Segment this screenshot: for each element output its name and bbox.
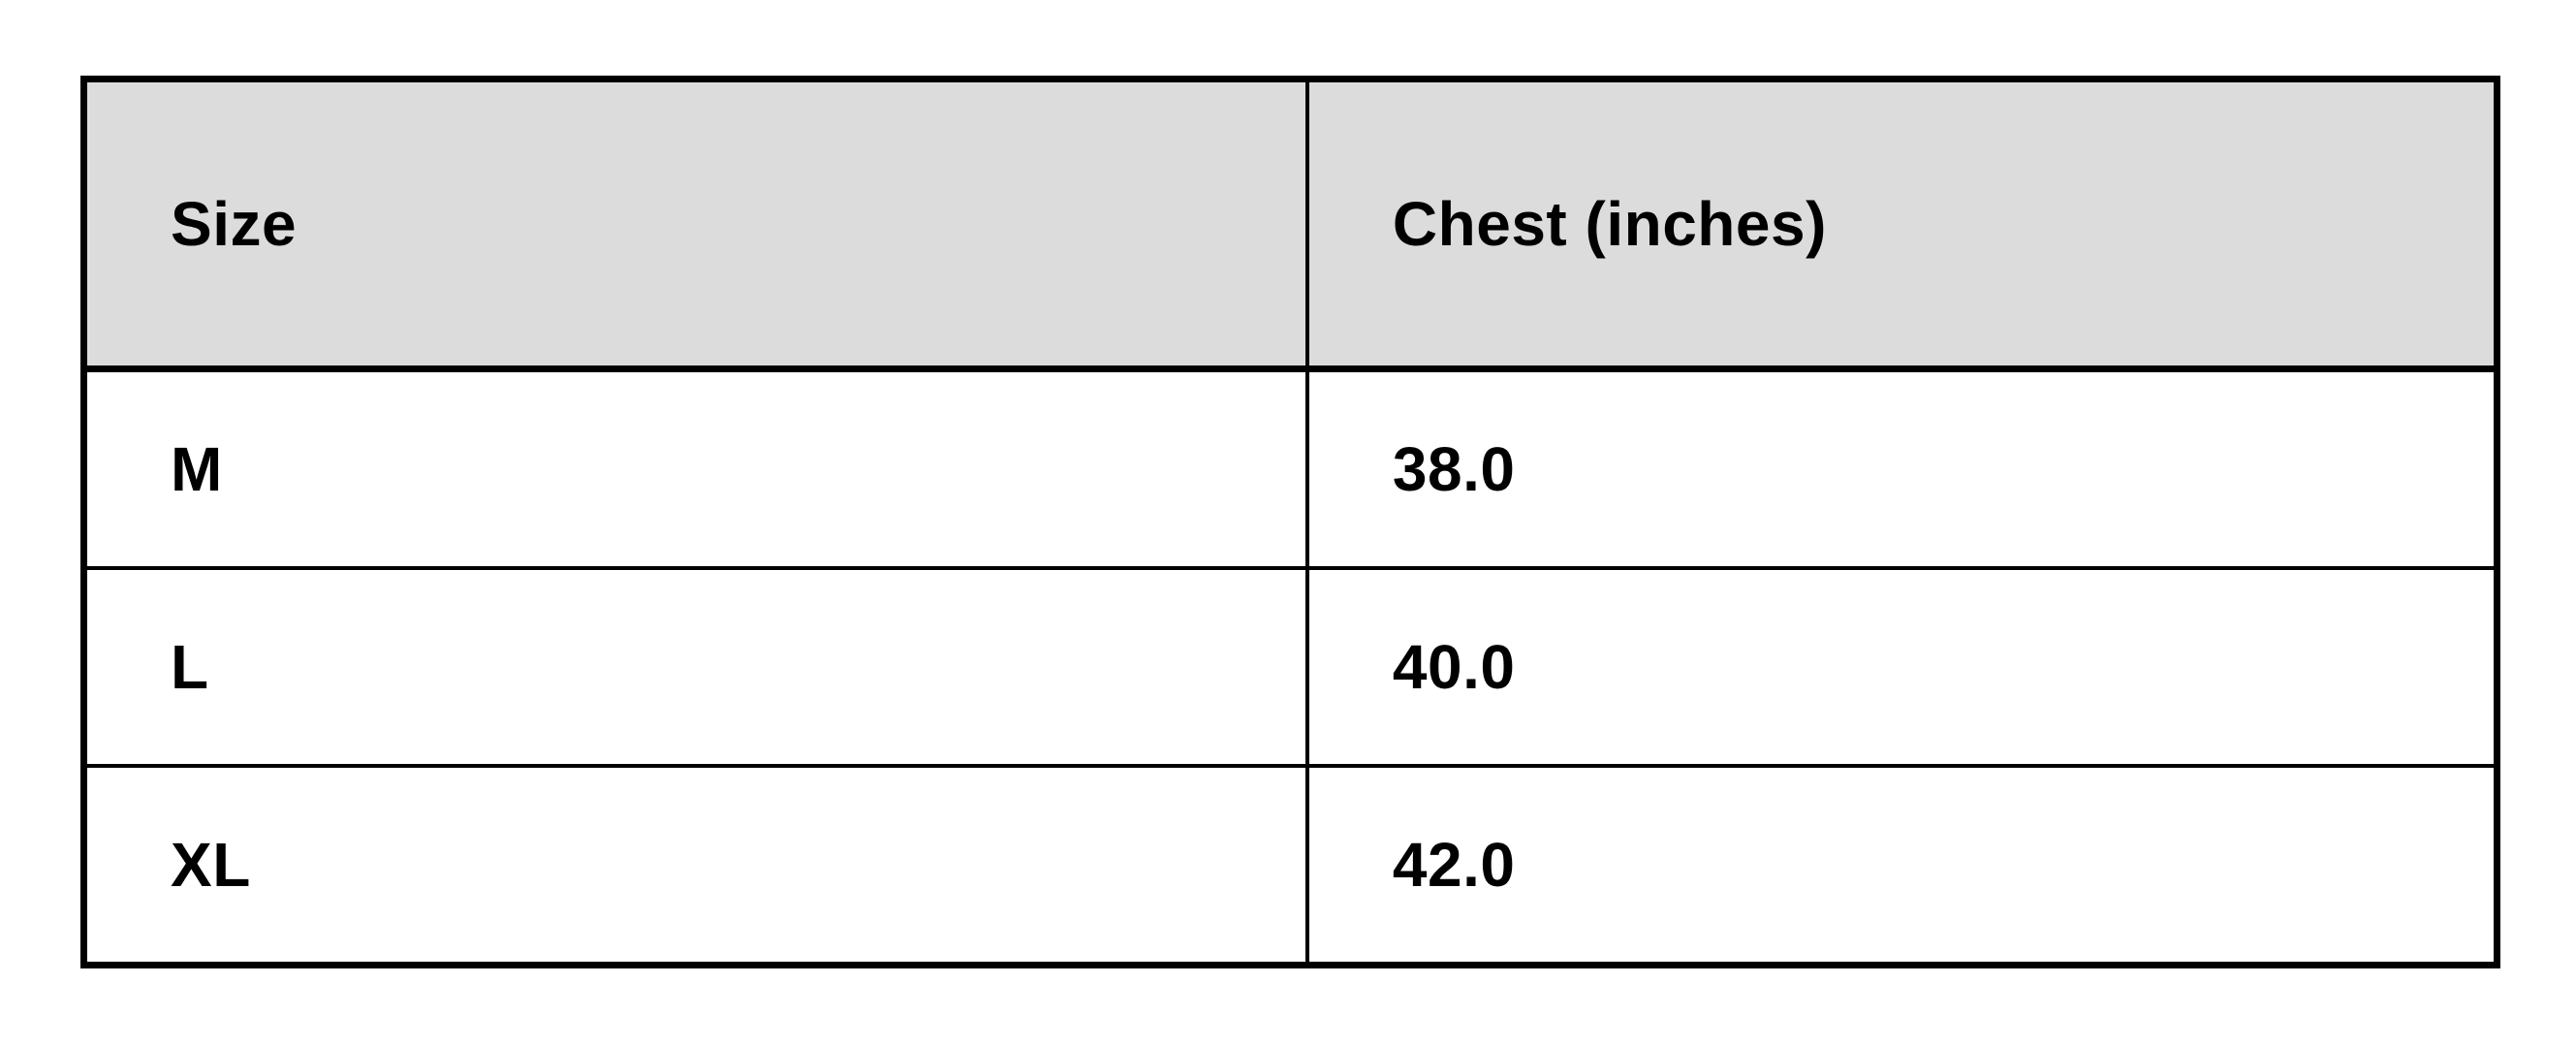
header-cell-chest: Chest (inches) — [1304, 77, 2499, 372]
table-row: M 38.0 — [81, 366, 2499, 570]
size-chart: Size Chest (inches) M 38.0 L 40.0 XL 42.… — [80, 76, 2500, 968]
table-row: XL 42.0 — [81, 764, 2499, 968]
cell-size: M — [81, 366, 1309, 570]
cell-size: L — [81, 566, 1309, 768]
size-chart-table: Size Chest (inches) M 38.0 L 40.0 XL 42.… — [80, 76, 2500, 968]
header-row: Size Chest (inches) — [81, 77, 2499, 372]
cell-chest-value: 40.0 — [1304, 566, 2499, 768]
cell-chest-value: 38.0 — [1304, 366, 2499, 570]
header-cell-size: Size — [81, 77, 1309, 372]
cell-chest-value: 42.0 — [1304, 764, 2499, 968]
cell-size: XL — [81, 764, 1309, 968]
table-row: L 40.0 — [81, 566, 2499, 768]
